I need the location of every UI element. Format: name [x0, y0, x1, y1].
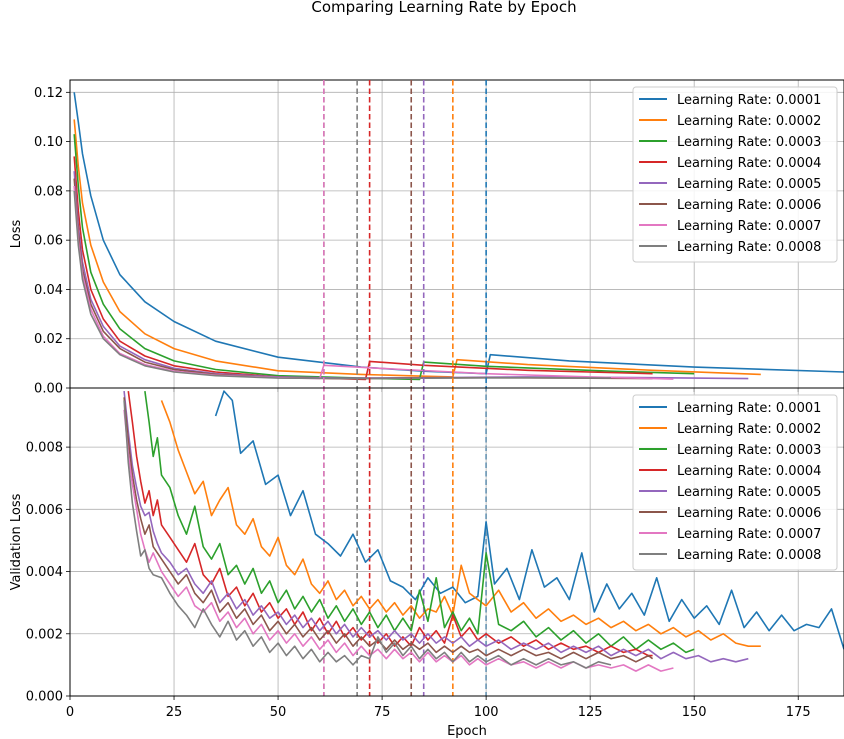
loss-legend-label: Learning Rate: 0.0005 — [677, 177, 821, 192]
val-series-0.0001 — [214, 390, 844, 650]
val-ylabel: Validation Loss — [9, 493, 24, 590]
val-legend-label: Learning Rate: 0.0005 — [677, 485, 821, 500]
figure-title: Comparing Learning Rate by Epoch — [311, 0, 576, 16]
val-axes-frame — [69, 387, 844, 697]
loss-ytick-label: 0.00 — [34, 382, 63, 397]
loss-ytick-label: 0.02 — [34, 332, 63, 347]
val-xtick-label: 100 — [474, 705, 499, 720]
loss-ytick-label: 0.10 — [34, 135, 63, 150]
val-ytick-label: 0.006 — [26, 503, 63, 518]
loss-legend-label: Learning Rate: 0.0004 — [677, 156, 821, 171]
val-legend-label: Learning Rate: 0.0001 — [677, 401, 821, 416]
loss-legend-label: Learning Rate: 0.0008 — [677, 240, 821, 255]
loss-legend-label: Learning Rate: 0.0003 — [677, 135, 821, 150]
val-ytick-label: 0.002 — [26, 627, 63, 642]
val-ytick-label: 0.008 — [26, 441, 63, 456]
validation-loss-panel: 0.000 0.002 0.004 0.006 0.008 0 25 50 75 100 125 15… — [9, 387, 844, 739]
val-legend-label: Learning Rate: 0.0004 — [677, 464, 821, 479]
val-xtick-label: 25 — [166, 705, 183, 720]
loss-ytick-label: 0.06 — [34, 234, 63, 249]
loss-series-0.0004 — [73, 156, 653, 381]
loss-legend-label: Learning Rate: 0.0007 — [677, 219, 821, 234]
loss-series-0.0007 — [73, 185, 674, 380]
val-xlabel: Epoch — [447, 724, 487, 739]
val-legend-label: Learning Rate: 0.0002 — [677, 422, 821, 437]
loss-ylabel: Loss — [9, 220, 24, 249]
val-legend-label: Learning Rate: 0.0003 — [677, 443, 821, 458]
val-series-0.0003 — [144, 390, 695, 654]
loss-ytick-label: 0.12 — [34, 86, 63, 101]
val-xtick-label: 125 — [578, 705, 603, 720]
val-legend-label: Learning Rate: 0.0007 — [677, 527, 821, 542]
val-legend: Learning Rate: 0.0001 Learning Rate: 0.00… — [632, 394, 838, 571]
loss-ytick-label: 0.04 — [34, 283, 63, 298]
val-series-0.0004 — [127, 390, 653, 657]
val-legend-label: Learning Rate: 0.0008 — [677, 548, 821, 563]
val-xtick-label: 75 — [374, 705, 391, 720]
loss-legend-label: Learning Rate: 0.0002 — [677, 114, 821, 129]
val-ytick-label: 0.004 — [26, 565, 63, 580]
val-series-0.0005 — [123, 391, 749, 663]
loss-series-0.0001 — [73, 92, 844, 375]
loss-series-group — [73, 92, 844, 381]
val-series-group — [123, 390, 844, 672]
loss-legend-label: Learning Rate: 0.0001 — [677, 93, 821, 108]
loss-series-0.0006 — [73, 178, 653, 380]
val-series-0.0007 — [123, 409, 674, 672]
loss-legend-label: Learning Rate: 0.0006 — [677, 198, 821, 213]
val-xtick-label: 150 — [682, 705, 707, 720]
val-xtick-label: 50 — [270, 705, 287, 720]
loss-legend: Learning Rate: 0.0001 Learning Rate: 0.00… — [632, 86, 838, 263]
loss-ytick-label: 0.08 — [34, 184, 63, 199]
val-ytick-label: 0.000 — [26, 690, 63, 705]
loss-series-0.0002 — [73, 119, 761, 378]
val-legend-box — [632, 394, 838, 571]
val-legend-label: Learning Rate: 0.0006 — [677, 506, 821, 521]
val-series-0.0008 — [123, 400, 612, 669]
loss-legend-box — [632, 86, 838, 263]
loss-series-0.0008 — [73, 190, 612, 380]
val-series-0.0006 — [123, 397, 654, 663]
val-xtick-label: 175 — [786, 705, 811, 720]
loss-series-0.0003 — [73, 134, 695, 381]
val-xtick-label: 0 — [66, 705, 74, 720]
